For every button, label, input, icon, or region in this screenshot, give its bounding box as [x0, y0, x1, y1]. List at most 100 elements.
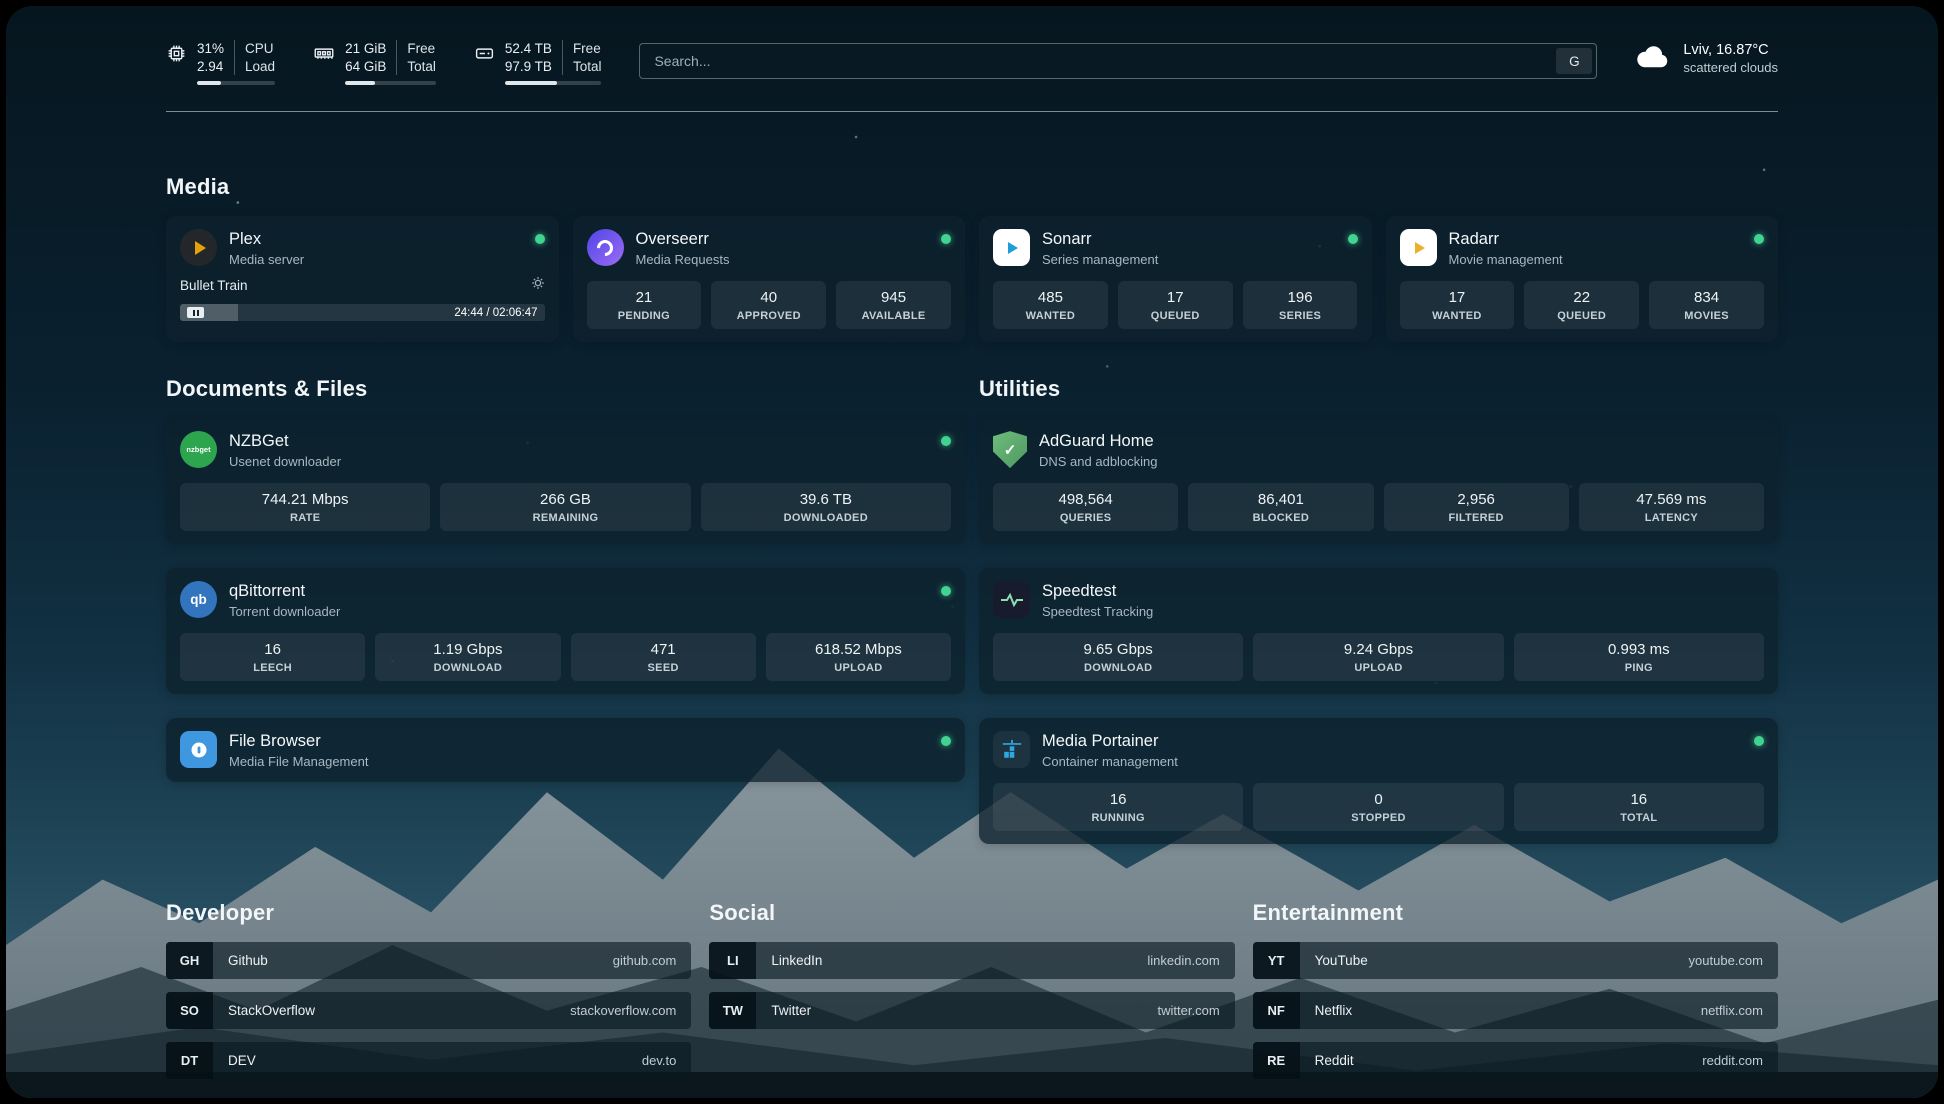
bookmark-abbr: YT: [1252, 942, 1300, 980]
service-desc: Usenet downloader: [229, 454, 342, 470]
social-bookmarks: Social LI LinkedIn linkedin.com TW Twitt…: [709, 900, 1235, 1030]
bookmark-netflix[interactable]: NF Netflix netflix.com: [1252, 992, 1778, 1030]
service-card-plex[interactable]: Plex Media server Bullet Train: [166, 216, 559, 343]
gear-icon[interactable]: [531, 276, 545, 295]
status-dot: [941, 436, 951, 447]
stat-remaining: 266 GB REMAINING: [440, 483, 691, 532]
service-card-nzbget[interactable]: nzbget NZBGet Usenet downloader 744.21 M…: [166, 418, 965, 545]
cpu-load-avg: 2.94: [197, 58, 224, 74]
service-name: qBittorrent: [229, 582, 306, 601]
cloud-icon: [1635, 43, 1671, 74]
nzbget-icon: nzbget: [180, 431, 217, 469]
weather-widget[interactable]: Lviv, 16.87°C scattered clouds: [1635, 42, 1778, 75]
bookmark-name: YouTube: [1314, 953, 1368, 969]
bookmark-linkedin[interactable]: LI LinkedIn linkedin.com: [709, 942, 1235, 980]
memory-labels: Free Total: [396, 40, 436, 76]
documents-column: Documents & Files nzbget NZBGet Usenet d…: [166, 376, 965, 783]
bookmark-youtube[interactable]: YT YouTube youtube.com: [1252, 942, 1778, 980]
bookmark-abbr: DT: [166, 1042, 213, 1080]
bookmark-url: youtube.com: [1688, 953, 1763, 969]
service-desc: Series management: [1042, 252, 1159, 268]
status-dot: [941, 586, 951, 597]
memory-metric: 21 GiB 64 GiB Free Total: [313, 40, 436, 86]
weather-condition: scattered clouds: [1683, 60, 1778, 75]
utilities-section-title: Utilities: [979, 376, 1061, 402]
bookmark-name: Twitter: [771, 1003, 812, 1019]
memory-progress-bar: [345, 81, 436, 86]
top-bar: 31% 2.94 CPU Load: [6, 6, 1938, 86]
bookmark-abbr: GH: [166, 942, 213, 980]
service-desc: Speedtest Tracking: [1042, 604, 1154, 620]
stat-upload: 618.52 Mbps UPLOAD: [765, 633, 951, 682]
disk-values: 52.4 TB 97.9 TB: [505, 40, 552, 75]
adguard-shield-icon: ✓: [993, 431, 1027, 469]
bookmark-name: DEV: [228, 1053, 256, 1069]
stat-latency: 47.569 ms LATENCY: [1578, 483, 1764, 532]
bookmark-url: stackoverflow.com: [570, 1003, 677, 1019]
bookmark-github[interactable]: GH Github github.com: [166, 942, 692, 980]
stat-queued: 17 QUEUED: [1117, 281, 1233, 330]
service-card-portainer[interactable]: Media Portainer Container management 16 R…: [979, 718, 1778, 845]
disk-icon: [474, 43, 495, 85]
playback-time: 24:44 / 02:06:47: [454, 306, 538, 319]
developer-section-title: Developer: [166, 900, 275, 926]
service-card-sonarr[interactable]: Sonarr Series management 485 WANTED 17 QUE…: [979, 216, 1372, 343]
bookmark-name: Github: [228, 953, 268, 969]
stat-total: 16 TOTAL: [1513, 783, 1764, 832]
pause-button[interactable]: [187, 307, 204, 319]
bookmark-url: linkedin.com: [1147, 953, 1220, 969]
service-name: File Browser: [229, 732, 321, 751]
bookmark-dev[interactable]: DT DEV dev.to: [166, 1042, 692, 1080]
radarr-icon: [1399, 229, 1437, 267]
service-name: Media Portainer: [1042, 732, 1159, 751]
sonarr-icon: [993, 229, 1030, 267]
service-card-speedtest[interactable]: Speedtest Speedtest Tracking 9.65 Gbps DO…: [979, 568, 1778, 695]
header-divider: [166, 111, 1778, 113]
bookmark-name: StackOverflow: [228, 1003, 316, 1019]
bookmark-abbr: RE: [1252, 1042, 1300, 1080]
dashboard-screen: 31% 2.94 CPU Load: [6, 6, 1938, 1098]
service-name: Radarr: [1448, 230, 1499, 249]
service-desc: Torrent downloader: [229, 604, 341, 620]
cpu-progress-bar: [197, 81, 276, 86]
service-card-qbittorrent[interactable]: qb qBittorrent Torrent downloader 16 LEEC…: [166, 568, 965, 695]
search-input[interactable]: [639, 43, 1598, 79]
stat-leech: 16 LEECH: [180, 633, 366, 682]
service-card-adguard[interactable]: ✓ AdGuard Home DNS and adblocking 498,56…: [979, 418, 1778, 545]
cpu-labels: CPU Load: [234, 40, 275, 76]
stat-available: 945 AVAILABLE: [836, 281, 951, 330]
cpu-icon: [166, 43, 187, 85]
service-desc: DNS and adblocking: [1039, 454, 1158, 470]
service-card-overseerr[interactable]: Overseerr Media Requests 21 PENDING 40 APP…: [572, 216, 965, 343]
bookmark-abbr: NF: [1252, 992, 1300, 1030]
bookmark-twitter[interactable]: TW Twitter twitter.com: [709, 992, 1235, 1030]
stat-blocked: 86,401 BLOCKED: [1188, 483, 1374, 532]
bookmark-reddit[interactable]: RE Reddit reddit.com: [1252, 1042, 1778, 1080]
service-desc: Media Requests: [635, 252, 730, 268]
cpu-values: 31% 2.94: [197, 40, 224, 75]
stat-ping: 0.993 ms PING: [1513, 633, 1764, 682]
service-card-filebrowser[interactable]: File Browser Media File Management: [166, 718, 965, 783]
status-dot: [534, 234, 545, 245]
stat-stopped: 0 STOPPED: [1253, 783, 1504, 832]
service-name: Overseerr: [635, 230, 709, 249]
service-name: Speedtest: [1042, 582, 1117, 601]
memory-icon: [313, 43, 335, 85]
stat-queries: 498,564 QUERIES: [993, 483, 1179, 532]
overseerr-icon: [586, 229, 624, 267]
stat-download: 1.19 Gbps DOWNLOAD: [375, 633, 561, 682]
bookmark-url: reddit.com: [1702, 1053, 1763, 1069]
stat-download: 9.65 Gbps DOWNLOAD: [993, 633, 1244, 682]
stat-pending: 21 PENDING: [586, 281, 702, 330]
bookmark-url: dev.to: [641, 1053, 677, 1069]
filebrowser-icon: [180, 731, 217, 769]
now-playing-title: Bullet Train: [180, 278, 248, 294]
stat-filtered: 2,956 FILTERED: [1383, 483, 1569, 532]
utilities-column: Utilities ✓ AdGuard Home DNS and adblock…: [979, 376, 1778, 845]
bookmark-stackoverflow[interactable]: SO StackOverflow stackoverflow.com: [166, 992, 692, 1030]
search-engine-button[interactable]: G: [1556, 48, 1593, 74]
playback-progress-bar[interactable]: 24:44 / 02:06:47: [180, 304, 545, 322]
bookmark-url: netflix.com: [1700, 1003, 1763, 1019]
service-card-radarr[interactable]: Radarr Movie management 17 WANTED 22 QUEUE…: [1385, 216, 1778, 343]
service-desc: Movie management: [1448, 252, 1563, 268]
